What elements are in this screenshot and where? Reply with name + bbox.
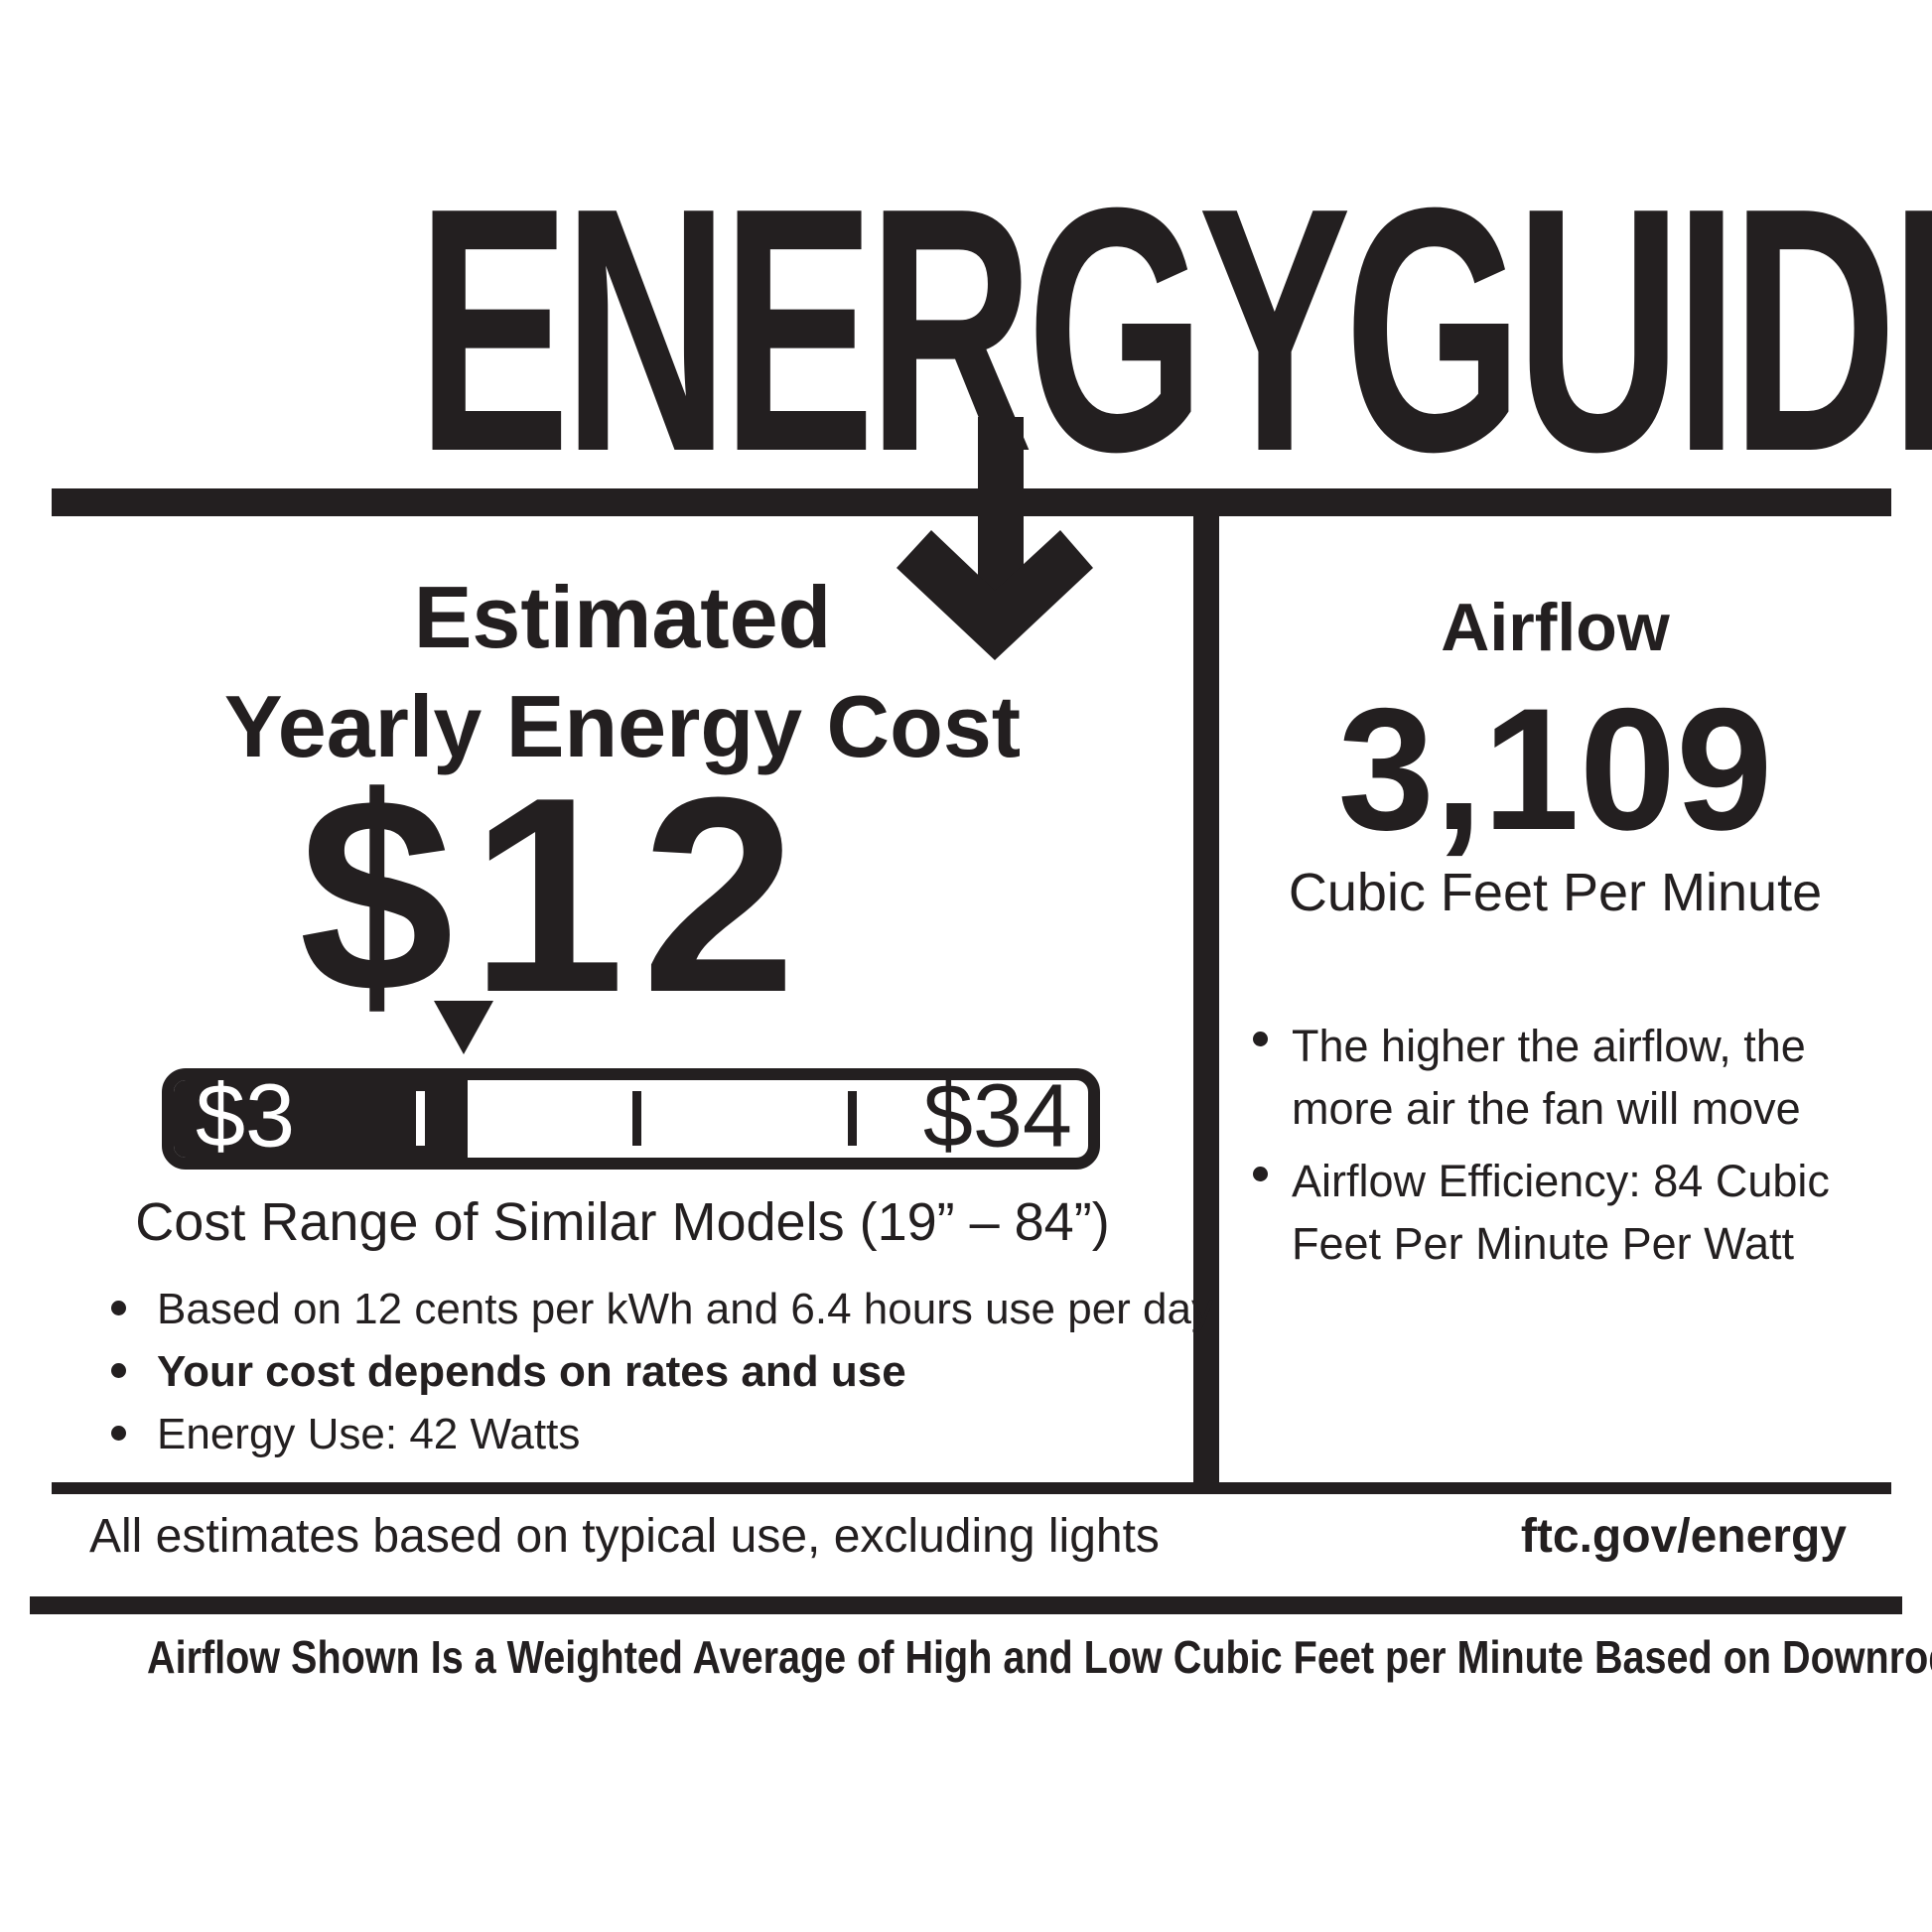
cost-range-bar: $3 $34 <box>162 1068 1100 1170</box>
energyguide-logo: ENERGYGUIDE <box>417 136 1932 524</box>
scale-tick-icon <box>632 1091 641 1146</box>
footer-bottom-rule <box>30 1596 1902 1614</box>
bullet-text: Energy Use: 42 Watts <box>157 1410 581 1459</box>
list-item: Your cost depends on rates and use <box>111 1347 1213 1397</box>
list-item: Energy Use: 42 Watts <box>111 1412 1213 1457</box>
bullet-text: The higher the airflow, the more air the… <box>1292 1021 1806 1134</box>
top-rule <box>52 488 1891 516</box>
airflow-value: 3,109 <box>1337 673 1773 867</box>
cost-range-bar-inner: $3 $34 <box>174 1080 1088 1158</box>
yearly-cost-value: $12 <box>299 741 813 1050</box>
airflow-unit: Cubic Feet Per Minute <box>1288 863 1823 922</box>
cost-pointer-icon <box>434 1001 493 1054</box>
estimated-heading-line2: Yearly Energy Cost <box>223 677 1022 775</box>
footer-top-rule <box>52 1482 1891 1494</box>
cost-range-caption: Cost Range of Similar Models (19” – 84”) <box>135 1192 1110 1252</box>
bullet-text: Your cost depends on rates and use <box>157 1347 906 1397</box>
bullet-icon <box>1253 1167 1268 1181</box>
bullet-icon <box>111 1426 126 1442</box>
footer-note: All estimates based on typical use, excl… <box>89 1510 1160 1563</box>
list-item: Based on 12 cents per kWh and 6.4 hours … <box>111 1285 1213 1333</box>
scale-max-label: $34 <box>922 1080 1072 1158</box>
estimated-heading-line1: Estimated <box>413 568 832 666</box>
column-divider <box>1193 502 1219 1482</box>
bottom-note-row: Airflow Shown Is a Weighted Average of H… <box>0 1634 1932 1680</box>
list-item: Airflow Efficiency: 84 Cubic Feet Per Mi… <box>1253 1150 1830 1275</box>
bullet-text: Based on 12 cents per kWh and 6.4 hours … <box>157 1285 1213 1333</box>
logo-row: ENERGYGUIDE <box>0 157 1932 504</box>
ftc-url: ftc.gov/energy <box>1520 1510 1847 1563</box>
downrod-note: Airflow Shown Is a Weighted Average of H… <box>147 1631 1932 1683</box>
bullet-text: Airflow Efficiency: 84 Cubic Feet Per Mi… <box>1292 1156 1830 1269</box>
bullet-icon <box>111 1301 126 1315</box>
airflow-heading: Airflow <box>1441 590 1670 665</box>
bullet-icon <box>1253 1032 1268 1046</box>
bullet-icon <box>111 1363 126 1379</box>
scale-min-label: $3 <box>196 1080 296 1158</box>
cost-notes-list: Based on 12 cents per kWh and 6.4 hours … <box>111 1285 1213 1475</box>
list-item: The higher the airflow, the more air the… <box>1253 1015 1830 1140</box>
airflow-notes-list: The higher the airflow, the more air the… <box>1253 1015 1830 1285</box>
scale-tick-icon <box>848 1091 857 1146</box>
scale-tick-icon <box>416 1091 425 1146</box>
